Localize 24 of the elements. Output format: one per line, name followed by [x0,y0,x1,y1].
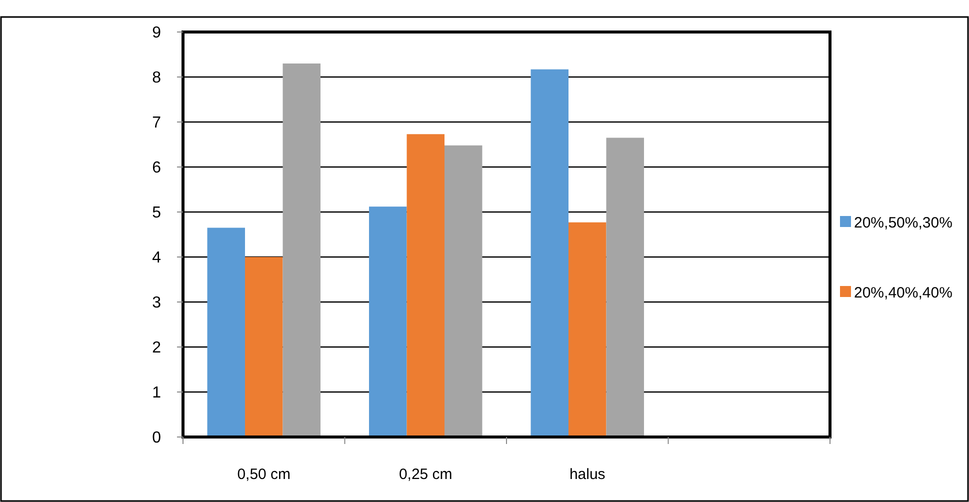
y-tick-label: 8 [152,70,162,87]
y-tick-label: 3 [152,294,162,312]
legend-label: 20%,40%,40% [854,284,952,302]
y-tick-label: 1 [152,384,162,402]
bar [245,257,283,437]
bar [406,134,444,437]
y-tick-label: 2 [152,340,162,357]
bar [530,69,569,437]
y-tick-label: 6 [152,160,162,177]
x-tick-label: halus [569,466,606,483]
y-tick-label: 9 [152,24,162,42]
y-tick-label: 0 [152,430,162,447]
y-tick-label: 7 [152,114,162,132]
y-tick-label: 4 [152,250,162,267]
x-tick-label: 0,25 cm [398,466,452,483]
bar [369,206,407,437]
bar [282,64,320,437]
y-tick-label: 5 [152,204,162,222]
x-tick-label: 0,50 cm [237,466,291,483]
bar [606,138,644,437]
bar [444,145,482,437]
legend-label: 20%,50%,30% [854,214,952,232]
bar [207,228,246,437]
bar [568,222,606,437]
